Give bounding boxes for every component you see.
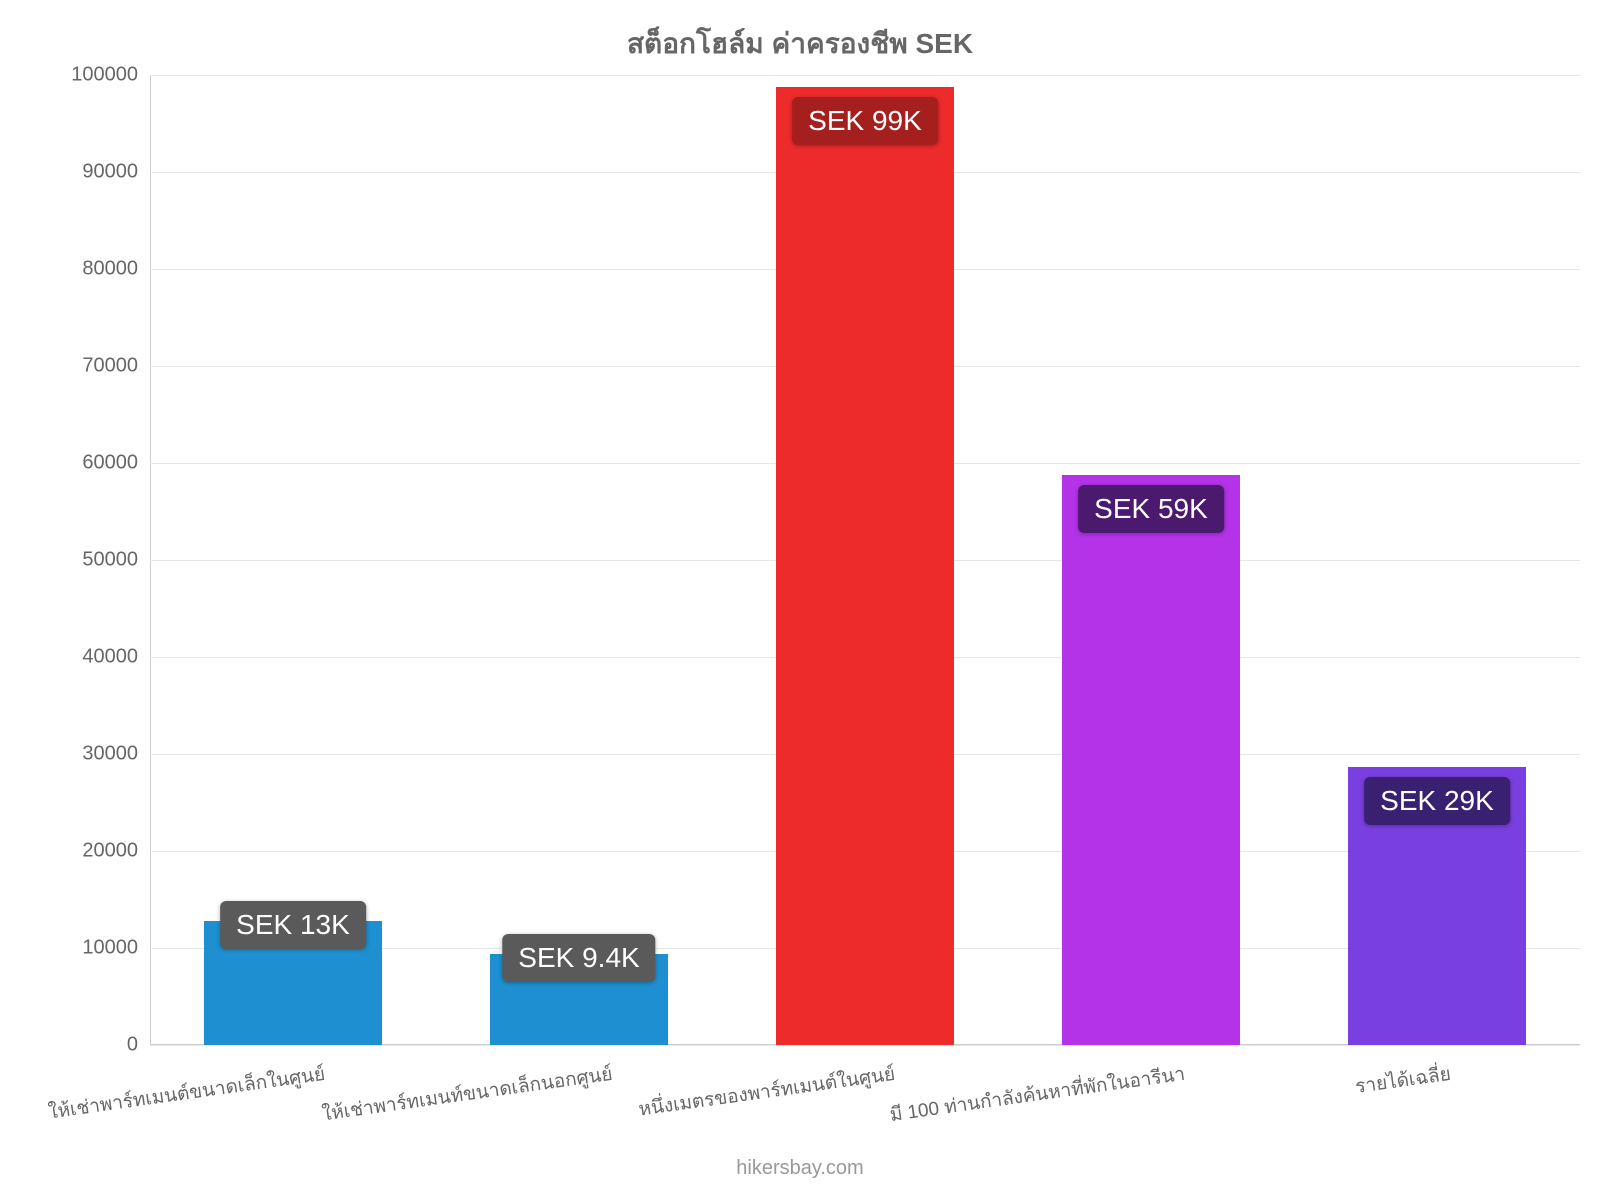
bar-value-label: SEK 59K bbox=[1078, 485, 1224, 533]
y-tick-label: 10000 bbox=[82, 937, 150, 960]
y-tick-label: 100000 bbox=[71, 64, 150, 87]
x-tick-label: ให้เช่าพาร์ทเมนต์ขนาดเล็กในศูนย์ bbox=[44, 1045, 327, 1127]
y-tick-label: 40000 bbox=[82, 646, 150, 669]
bar-value-label: SEK 9.4K bbox=[502, 934, 655, 982]
chart-title: สต็อกโฮล์ม ค่าครองชีพ SEK bbox=[0, 22, 1600, 66]
bar bbox=[776, 87, 953, 1045]
y-tick-label: 60000 bbox=[82, 452, 150, 475]
bar bbox=[1062, 475, 1239, 1045]
x-tick-label: มี 100 ท่านกําลังค้นหาที่พักในอารีนา bbox=[886, 1045, 1187, 1130]
y-tick-label: 20000 bbox=[82, 840, 150, 863]
bar-value-label: SEK 29K bbox=[1364, 777, 1510, 825]
x-tick-label: ให้เช่าพาร์ทเมนท์ขนาดเล็กนอกศูนย์ bbox=[318, 1045, 614, 1129]
y-tick-label: 0 bbox=[127, 1034, 150, 1057]
x-tick-label: หนึ่งเมตรของพาร์ทเมนต์ในศูนย์ bbox=[635, 1045, 897, 1125]
y-tick-label: 70000 bbox=[82, 355, 150, 378]
y-tick-label: 80000 bbox=[82, 258, 150, 281]
bar-value-label: SEK 13K bbox=[220, 901, 366, 949]
chart-footer-source: hikersbay.com bbox=[0, 1157, 1600, 1180]
bar-value-label: SEK 99K bbox=[792, 97, 938, 145]
y-tick-label: 30000 bbox=[82, 743, 150, 766]
plot-area: 0100002000030000400005000060000700008000… bbox=[150, 75, 1580, 1045]
y-tick-label: 90000 bbox=[82, 161, 150, 184]
y-tick-label: 50000 bbox=[82, 549, 150, 572]
cost-of-living-bar-chart: สต็อกโฮล์ม ค่าครองชีพ SEK 01000020000300… bbox=[0, 0, 1600, 1200]
gridline bbox=[150, 75, 1580, 76]
gridline bbox=[150, 1045, 1580, 1046]
x-tick-label: รายได้เฉลี่ย bbox=[1351, 1045, 1452, 1102]
